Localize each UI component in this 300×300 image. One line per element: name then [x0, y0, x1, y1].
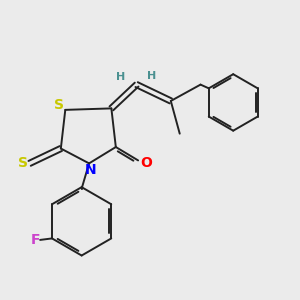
Text: F: F — [31, 233, 40, 247]
Text: H: H — [116, 72, 125, 82]
Text: N: N — [84, 163, 96, 177]
Text: O: O — [140, 156, 152, 170]
Text: S: S — [54, 98, 64, 112]
Text: H: H — [147, 71, 156, 81]
Text: S: S — [18, 156, 28, 170]
